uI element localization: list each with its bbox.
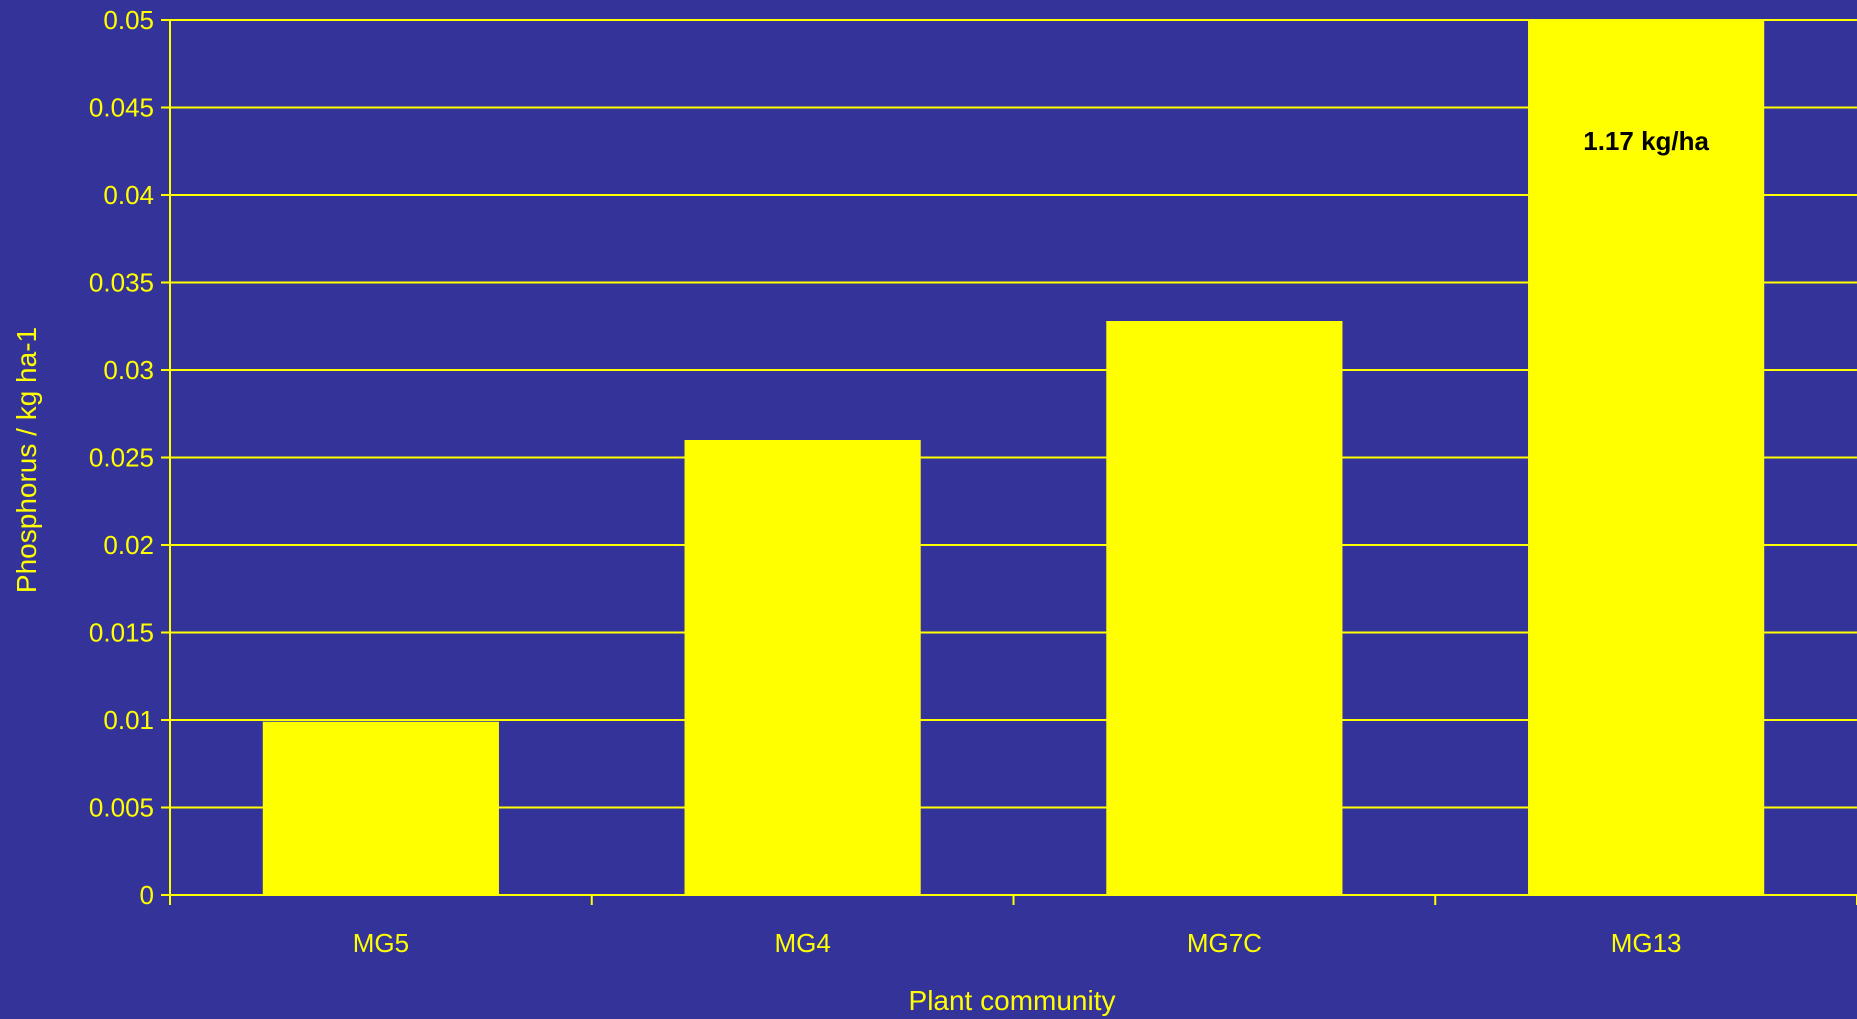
y-tick-label: 0.01: [103, 705, 154, 735]
y-tick-label: 0.015: [89, 618, 154, 648]
x-tick-label: MG7C: [1187, 928, 1262, 958]
bar-mg13: [1528, 20, 1765, 895]
x-axis-title: Plant community: [909, 985, 1116, 1016]
y-tick-label: 0: [140, 880, 154, 910]
x-tick-labels: MG5 MG4 MG7C MG13: [353, 928, 1682, 958]
bar-mg5: [262, 721, 499, 895]
y-tick-label: 0.05: [103, 5, 154, 35]
y-tick-label: 0.035: [89, 268, 154, 298]
axes: [161, 19, 1857, 905]
y-tick-label: 0.025: [89, 443, 154, 473]
bar-mg7c: [1106, 321, 1343, 895]
y-tick-labels: 0 0.005 0.01 0.015 0.02 0.025 0.03 0.035 0.04 0.0…: [89, 5, 154, 910]
data-annotations: 1.17 kg/ha: [1583, 126, 1709, 156]
bars: [262, 20, 1765, 895]
y-tick-label: 0.045: [89, 93, 154, 123]
bar-mg4: [684, 440, 921, 895]
x-tick-label: MG5: [353, 928, 409, 958]
y-tick-label: 0.03: [103, 355, 154, 385]
y-tick-label: 0.005: [89, 793, 154, 823]
y-axis-title: Phosphorus / kg ha-1: [11, 327, 42, 593]
x-tick-label: MG13: [1611, 928, 1682, 958]
y-tick-label: 0.02: [103, 530, 154, 560]
bar-annotation: 1.17 kg/ha: [1583, 126, 1709, 156]
y-tick-label: 0.04: [103, 180, 154, 210]
x-tick-label: MG4: [774, 928, 830, 958]
